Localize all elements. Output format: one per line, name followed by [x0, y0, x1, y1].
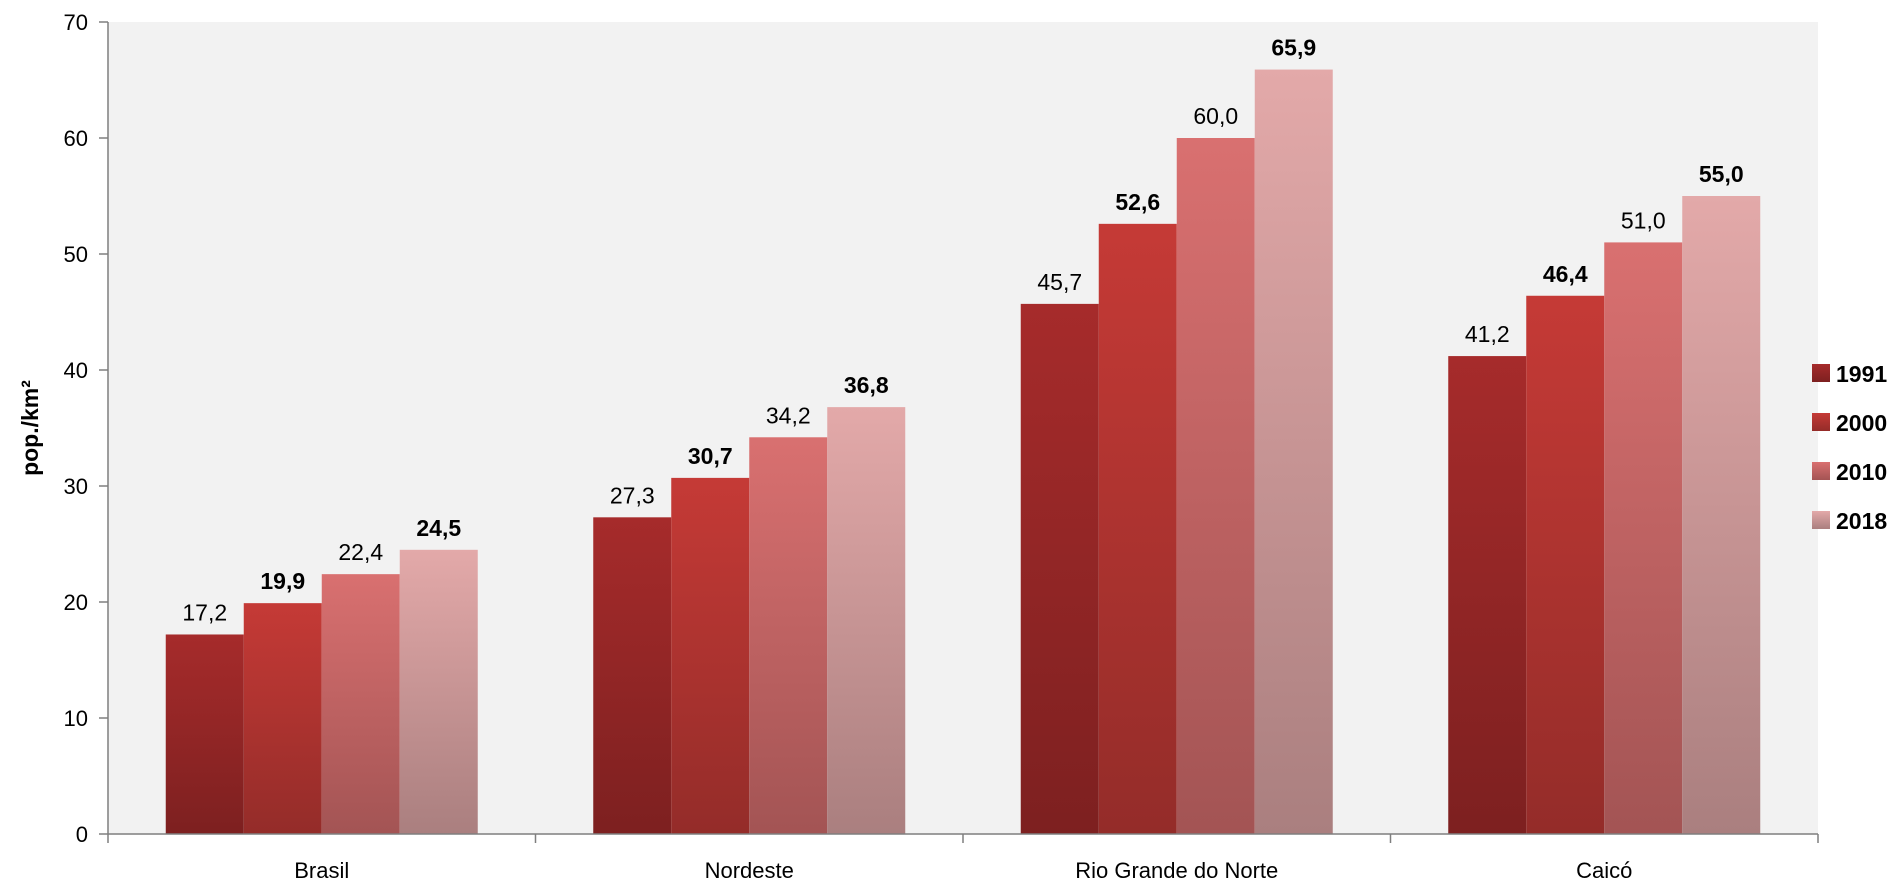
- y-tick-label: 60: [64, 126, 88, 151]
- bar-2000-0: [243, 603, 322, 834]
- data-labels-layer: 17,2 19,9 22,4 24,5 27,3 30,7 34,2 36,8 45,7 52,6…: [182, 35, 1743, 626]
- bar-2010-2: [1176, 138, 1255, 834]
- bar-1991-1: [593, 517, 672, 834]
- bar-2018-0: [399, 549, 478, 834]
- bar-2000-3: [1526, 295, 1605, 834]
- data-label-2010-0: 22,4: [338, 539, 383, 565]
- y-tick-label: 10: [64, 706, 88, 731]
- data-label-2000-3: 46,4: [1543, 261, 1588, 287]
- data-label-2010-2: 60,0: [1193, 103, 1238, 129]
- data-label-2000-0: 19,9: [260, 568, 305, 594]
- legend-label-2010: 2010: [1836, 459, 1887, 485]
- legend-label-1991: 1991: [1836, 361, 1887, 387]
- legend-label-2000: 2000: [1836, 410, 1887, 436]
- bar-2010-3: [1604, 242, 1683, 834]
- bar-1991-2: [1020, 303, 1099, 834]
- bar-1991-0: [165, 634, 244, 834]
- legend-swatch-2000: [1812, 413, 1830, 431]
- bar-2000-2: [1098, 223, 1177, 835]
- bars-layer: [165, 69, 1761, 835]
- data-label-2018-1: 36,8: [844, 372, 889, 398]
- legend-swatch-2018: [1812, 511, 1830, 529]
- data-label-2010-3: 51,0: [1621, 207, 1666, 233]
- y-tick-label: 30: [64, 474, 88, 499]
- bar-2010-1: [749, 437, 828, 834]
- bar-2018-1: [827, 407, 906, 834]
- legend-label-2018: 2018: [1836, 508, 1887, 534]
- data-label-1991-0: 17,2: [182, 599, 227, 625]
- x-tick-label: Caicó: [1576, 858, 1632, 883]
- data-label-1991-3: 41,2: [1465, 321, 1510, 347]
- x-tick-label: Brasil: [294, 858, 349, 883]
- y-axis-title: pop./km²: [17, 380, 43, 476]
- data-label-1991-2: 45,7: [1037, 269, 1082, 295]
- data-label-2000-2: 52,6: [1115, 189, 1160, 215]
- bar-2000-1: [671, 477, 750, 834]
- y-tick-label: 70: [64, 10, 88, 35]
- x-tick-label: Rio Grande do Norte: [1075, 858, 1278, 883]
- y-tick-label: 50: [64, 242, 88, 267]
- data-label-1991-1: 27,3: [610, 482, 655, 508]
- bar-2018-3: [1682, 196, 1761, 834]
- y-tick-label: 0: [76, 822, 88, 847]
- y-tick-label: 40: [64, 358, 88, 383]
- bar-2018-2: [1254, 69, 1333, 834]
- legend: 1991 2000 2010 2018: [1812, 361, 1887, 534]
- bar-1991-3: [1448, 356, 1527, 834]
- data-label-2000-1: 30,7: [688, 443, 733, 469]
- x-tick-label: Nordeste: [705, 858, 794, 883]
- bar-2010-0: [321, 574, 400, 834]
- data-label-2018-2: 65,9: [1271, 35, 1316, 61]
- legend-swatch-1991: [1812, 364, 1830, 382]
- data-label-2018-3: 55,0: [1699, 161, 1744, 187]
- y-tick-label: 20: [64, 590, 88, 615]
- axes-layer: 0 10 20 30 40 50 60 70 Brasil Nordeste Rio Grande …: [64, 10, 1819, 883]
- legend-swatch-2010: [1812, 462, 1830, 480]
- data-label-2010-1: 34,2: [766, 402, 811, 428]
- data-label-2018-0: 24,5: [416, 515, 461, 541]
